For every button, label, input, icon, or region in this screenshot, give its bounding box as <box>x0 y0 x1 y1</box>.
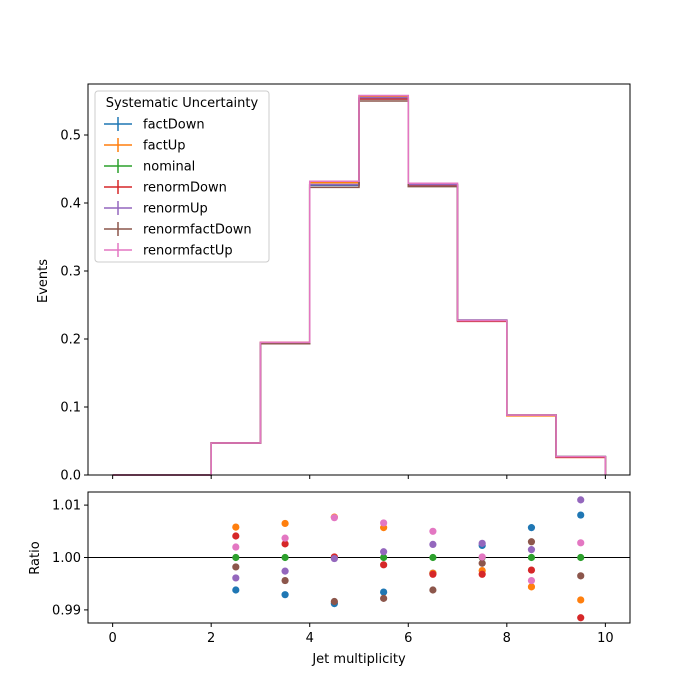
legend-label: factDown <box>143 118 205 133</box>
ratio-point-renormfactDown <box>380 594 388 602</box>
x-tick-label: 0 <box>108 631 116 646</box>
ratio-point-renormDown <box>281 540 289 548</box>
main-y-tick-label: 0.1 <box>60 401 81 416</box>
x-tick-label: 2 <box>207 631 215 646</box>
legend-label: nominal <box>143 160 195 175</box>
legend-item-renormUp: renormUp <box>104 201 208 217</box>
ratio-y-tick-label: 0.99 <box>52 603 81 618</box>
ratio-point-renormfactUp <box>281 534 289 542</box>
legend-item-renormfactDown: renormfactDown <box>104 222 252 238</box>
legend-label: factUp <box>143 139 186 154</box>
main-y-axis-label: Events <box>36 259 51 303</box>
ratio-point-renormfactDown <box>577 572 585 580</box>
ratio-point-renormUp <box>478 539 486 547</box>
legend-item-renormDown: renormDown <box>104 180 227 196</box>
ratio-point-renormDown <box>478 570 486 578</box>
ratio-x-ticks: 0 2 4 6 8 10 <box>108 623 614 646</box>
ratio-point-renormDown <box>577 614 585 622</box>
legend-box <box>94 90 270 263</box>
ratio-point-renormDown <box>232 532 240 540</box>
main-y-tick-label: 0.3 <box>60 265 81 280</box>
main-panel: 0.0 0.1 0.2 0.3 0.4 0.5 Events Systematic Unc… <box>36 83 631 484</box>
legend-label: renormDown <box>143 181 227 196</box>
x-tick-label: 6 <box>404 631 412 646</box>
ratio-point-renormDown <box>527 566 536 574</box>
ratio-point-factDown <box>380 588 388 596</box>
legend-item-renormfactUp: renormfactUp <box>104 243 233 259</box>
ratio-panel: 0.99 1.00 1.01 0 2 4 6 8 10 Ratio Jet multiplic… <box>28 491 631 667</box>
ratio-point-renormfactDown <box>527 538 536 546</box>
ratio-point-renormDown <box>380 561 388 569</box>
ratio-point-renormfactUp <box>232 543 240 551</box>
legend: Systematic Uncertainty factDown factUp nom… <box>94 90 270 263</box>
ratio-point-renormUp <box>429 540 437 549</box>
ratio-point-nominal <box>380 553 388 562</box>
main-x-ticks <box>112 475 606 479</box>
ratio-point-renormUp <box>330 554 338 563</box>
main-y-tick-label: 0.4 <box>60 197 81 212</box>
x-axis-label: Jet multiplicity <box>311 652 406 667</box>
ratio-point-renormfactDown <box>478 559 486 567</box>
ratio-y-axis-label: Ratio <box>28 541 43 574</box>
ratio-point-renormUp <box>281 567 289 575</box>
ratio-point-factUp <box>527 583 536 591</box>
legend-item-nominal: nominal <box>104 159 195 175</box>
legend-label: renormfactDown <box>143 223 252 238</box>
ratio-point-factDown <box>232 586 240 594</box>
ratio-point-factUp <box>577 596 585 604</box>
ratio-point-renormfactDown <box>429 586 437 594</box>
ratio-point-renormfactUp <box>478 553 486 561</box>
legend-title: Systematic Uncertainty <box>106 96 259 111</box>
ratio-point-nominal <box>577 553 585 562</box>
ratio-y-tick-label: 1.01 <box>52 499 81 514</box>
main-y-ticks: 0.0 0.1 0.2 0.3 0.4 0.5 <box>60 129 88 484</box>
ratio-point-nominal <box>527 553 536 562</box>
legend-items: factDown factUp nominal renormDown renormUp r… <box>104 117 252 259</box>
legend-label: renormfactUp <box>143 244 233 259</box>
ratio-point-nominal <box>429 553 437 562</box>
x-tick-label: 4 <box>306 631 314 646</box>
ratio-point-renormUp <box>232 574 240 582</box>
main-y-tick-label: 0.0 <box>60 469 81 484</box>
ratio-point-renormfactUp <box>429 527 437 535</box>
ratio-point-nominal <box>232 553 240 562</box>
ratio-point-factDown <box>527 524 536 532</box>
legend-label: renormUp <box>143 202 208 217</box>
ratio-point-renormUp <box>577 496 585 504</box>
ratio-point-renormfactUp <box>380 519 388 527</box>
ratio-point-factUp <box>281 519 289 528</box>
ratio-point-renormUp <box>380 548 388 556</box>
ratio-point-renormfactUp <box>330 514 338 522</box>
ratio-point-nominal <box>281 553 289 562</box>
step-line-renormfactUp <box>112 94 607 476</box>
ratio-point-renormfactUp <box>527 576 536 585</box>
ratio-point-renormfactDown <box>281 576 289 585</box>
ratio-point-renormDown <box>429 570 437 578</box>
main-y-tick-label: 0.2 <box>60 333 81 348</box>
main-axes-frame <box>87 83 631 476</box>
legend-item-factUp: factUp <box>104 138 186 154</box>
ratio-points <box>232 496 585 622</box>
ratio-point-factDown <box>281 591 289 599</box>
ratio-y-ticks: 0.99 1.00 1.01 <box>52 499 88 618</box>
legend-item-factDown: factDown <box>104 117 205 133</box>
ratio-y-tick-label: 1.00 <box>52 551 81 566</box>
main-step-series <box>112 94 607 476</box>
x-tick-label: 8 <box>503 631 511 646</box>
main-y-tick-label: 0.5 <box>60 129 81 144</box>
x-tick-label: 10 <box>597 631 614 646</box>
ratio-point-renormfactDown <box>232 563 240 571</box>
ratio-point-factDown <box>577 511 585 519</box>
ratio-point-renormfactDown <box>330 597 338 606</box>
ratio-point-renormfactUp <box>577 539 585 547</box>
ratio-point-factUp <box>232 523 240 531</box>
ratio-point-renormUp <box>527 546 536 554</box>
